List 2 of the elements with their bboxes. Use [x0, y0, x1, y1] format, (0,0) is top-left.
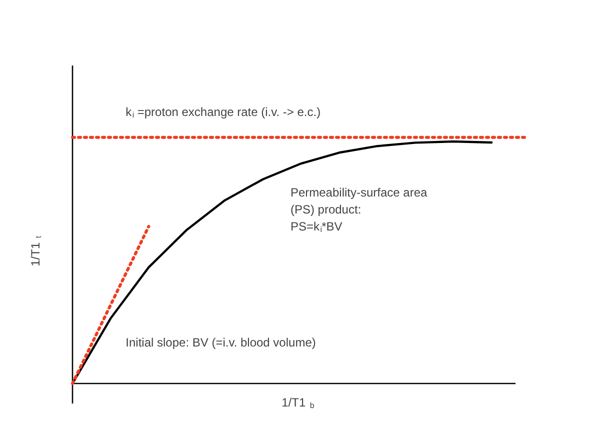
annotation: Initial slope: BV (=i.v. blood volume) [126, 335, 316, 350]
y-axis-title: 1/T1t [28, 235, 43, 266]
